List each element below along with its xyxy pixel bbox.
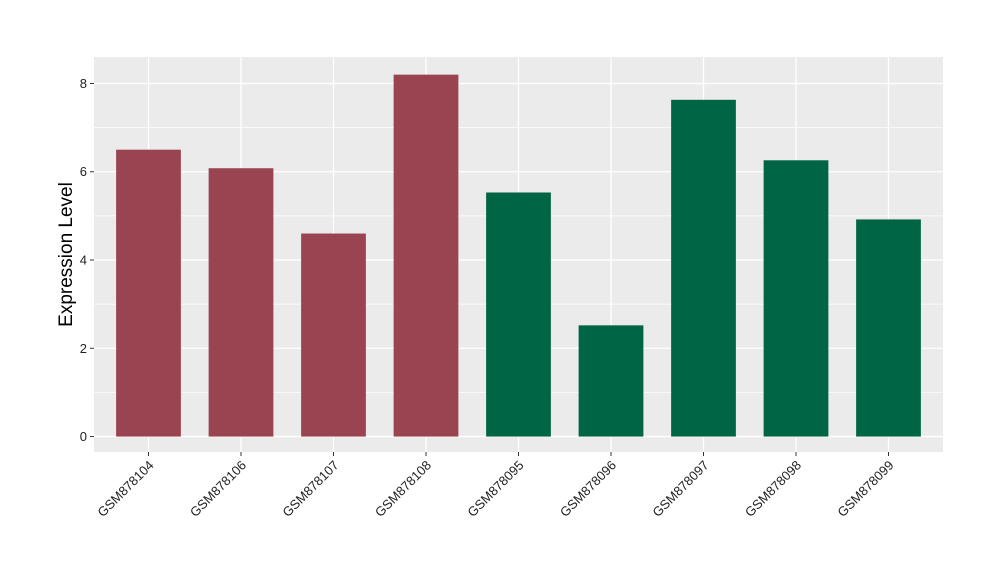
bar-GSM878098: [763, 160, 829, 437]
bar-GSM878108: [393, 74, 459, 437]
bar-GSM878106: [208, 168, 274, 437]
bar-GSM878107: [301, 233, 366, 437]
x-tick-label: GSM878107: [279, 458, 341, 520]
y-tick-label: 8: [80, 76, 87, 91]
x-axis: GSM878104 GSM878106 GSM878107 GSM878108 GSM8…: [94, 452, 897, 520]
y-tick-label: 6: [80, 164, 87, 179]
x-tick-label: GSM878108: [372, 458, 434, 520]
bars: [116, 74, 921, 437]
x-tick-label: GSM878106: [187, 458, 249, 520]
y-tick-label: 0: [80, 429, 87, 444]
bar-GSM878104: [116, 149, 181, 437]
x-tick-label: GSM878099: [834, 458, 896, 520]
y-axis: 0 2 4 6 8: [80, 76, 94, 444]
y-axis-title: Expression Level: [56, 182, 77, 327]
x-tick-label: GSM878097: [649, 458, 711, 520]
bar-GSM878099: [856, 219, 921, 437]
y-tick-label: 4: [80, 253, 87, 268]
x-tick-label: GSM878098: [742, 458, 804, 520]
bar-GSM878097: [671, 99, 736, 437]
x-tick-label: GSM878095: [464, 458, 526, 520]
bar-GSM878096: [578, 325, 644, 437]
x-tick-label: GSM878096: [557, 458, 619, 520]
y-tick-label: 2: [80, 341, 87, 356]
x-tick-label: GSM878104: [94, 458, 156, 520]
bar-GSM878095: [486, 192, 551, 437]
